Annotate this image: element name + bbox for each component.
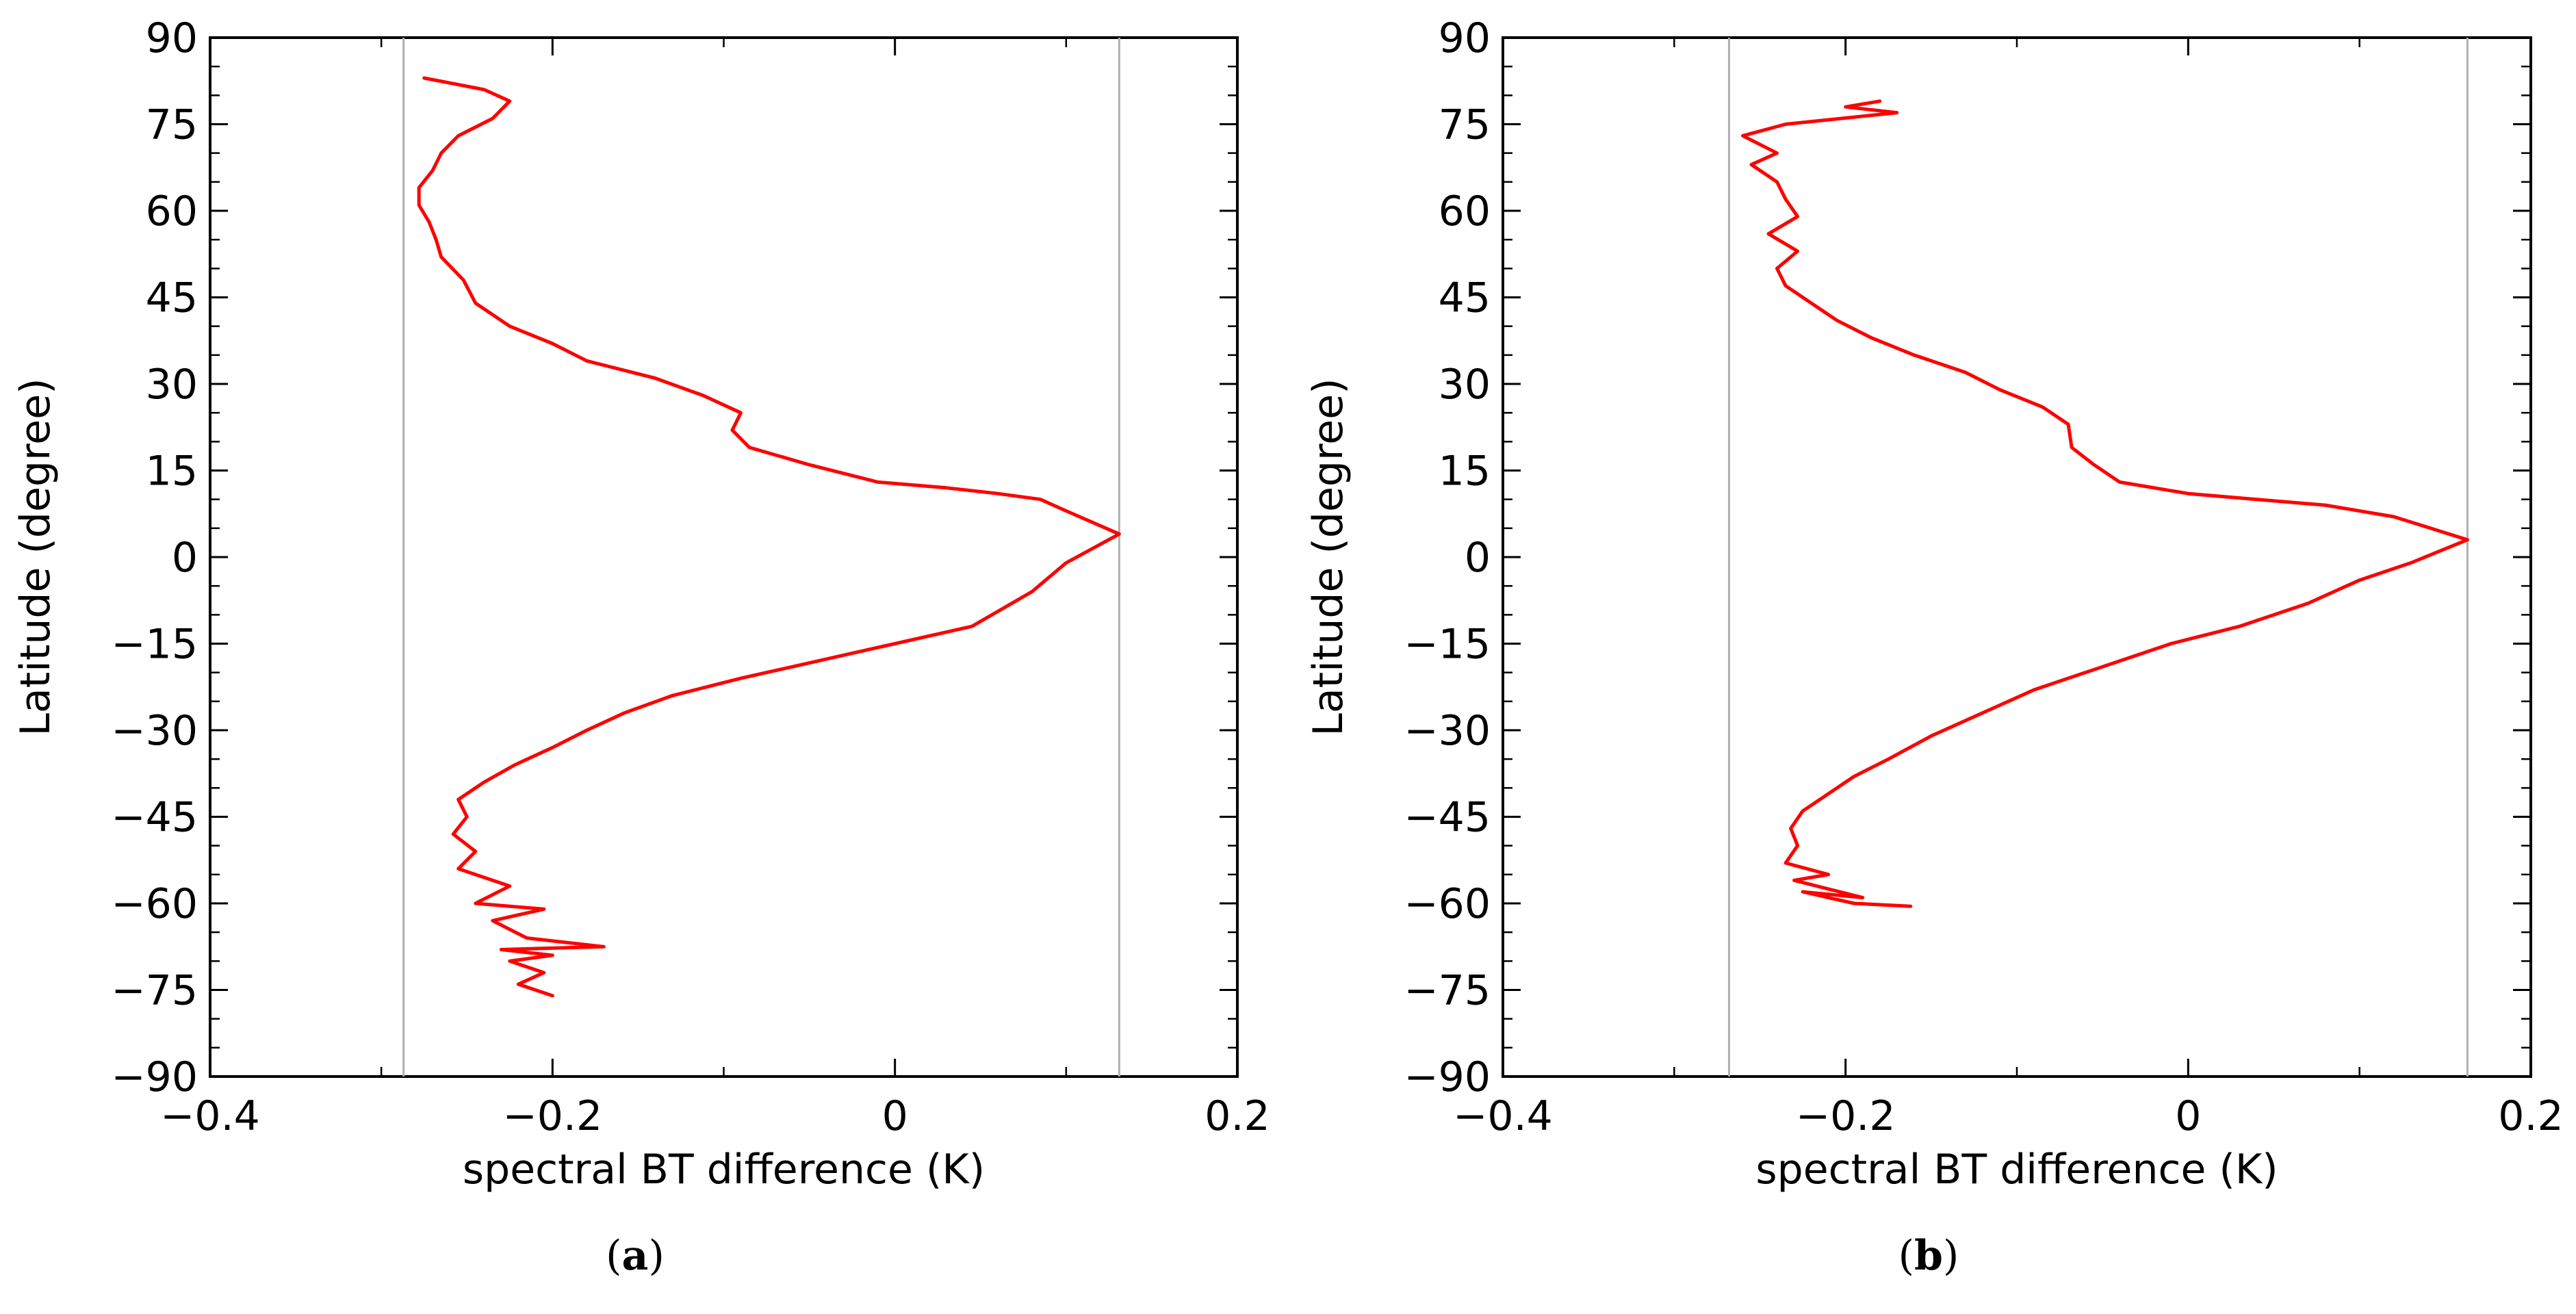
y-axis-title: Latitude (degree)	[12, 378, 60, 736]
y-tick-label: −90	[111, 1053, 198, 1101]
y-tick-label: −30	[1404, 707, 1491, 755]
y-tick-label: 90	[1439, 14, 1491, 62]
y-tick-label: −60	[1404, 880, 1491, 928]
y-tick-label: 30	[1439, 361, 1491, 409]
x-tick-label: 0.2	[1205, 1092, 1270, 1140]
y-tick-label: −30	[111, 707, 198, 755]
x-axis-title: spectral BT difference (K)	[463, 1146, 985, 1194]
x-tick-label: 0.2	[2498, 1092, 2563, 1140]
y-tick-label: 0	[172, 534, 198, 582]
y-tick-label: 15	[1439, 448, 1491, 495]
y-tick-label: 45	[146, 274, 198, 322]
y-tick-label: 0	[1465, 534, 1491, 582]
data-series-line	[1741, 99, 2469, 908]
chart-panel-1: −90 −75 −60 −45 −30 −15 0 15 30 45 60 75 90 −0.4 −0.2 0…	[12, 14, 1270, 1280]
y-tick-label: 75	[1439, 101, 1491, 149]
plot-frame	[1502, 36, 2532, 1078]
x-tick-label: −0.4	[160, 1092, 260, 1140]
panel-label: (a)	[606, 1232, 665, 1280]
y-axis-title: Latitude (degree)	[1304, 378, 1352, 736]
y-tick-label: 60	[146, 188, 198, 235]
plot-frame	[209, 36, 1239, 1078]
y-tick-label: −45	[1404, 794, 1491, 842]
y-tick-label: 15	[146, 448, 198, 495]
x-tick-label: −0.4	[1453, 1092, 1553, 1140]
y-tick-label: 90	[146, 14, 198, 62]
x-axis-title: spectral BT difference (K)	[1755, 1146, 2278, 1194]
y-tick-label: 45	[1439, 274, 1491, 322]
x-tick-label: 0	[882, 1092, 908, 1140]
y-tick-label: 75	[146, 101, 198, 149]
y-tick-label: −75	[111, 967, 198, 1015]
y-tick-label: −90	[1404, 1053, 1491, 1101]
panel-label: (b)	[1898, 1232, 1959, 1280]
y-tick-label: −75	[1404, 967, 1491, 1015]
x-tick-label: −0.2	[502, 1092, 602, 1140]
y-tick-label: 60	[1439, 188, 1491, 235]
data-series-line	[417, 76, 1121, 998]
x-tick-label: −0.2	[1796, 1092, 1896, 1140]
x-tick-label: 0	[2175, 1092, 2201, 1140]
y-tick-label: 30	[146, 361, 198, 409]
y-tick-label: −45	[111, 794, 198, 842]
y-tick-label: −15	[1404, 621, 1491, 669]
y-tick-label: −60	[111, 880, 198, 928]
y-tick-label: −15	[111, 621, 198, 669]
chart-panel-2: −90 −75 −60 −45 −30 −15 0 15 30 45 60 75 90 −0.4 −0.2 0…	[1304, 14, 2564, 1280]
